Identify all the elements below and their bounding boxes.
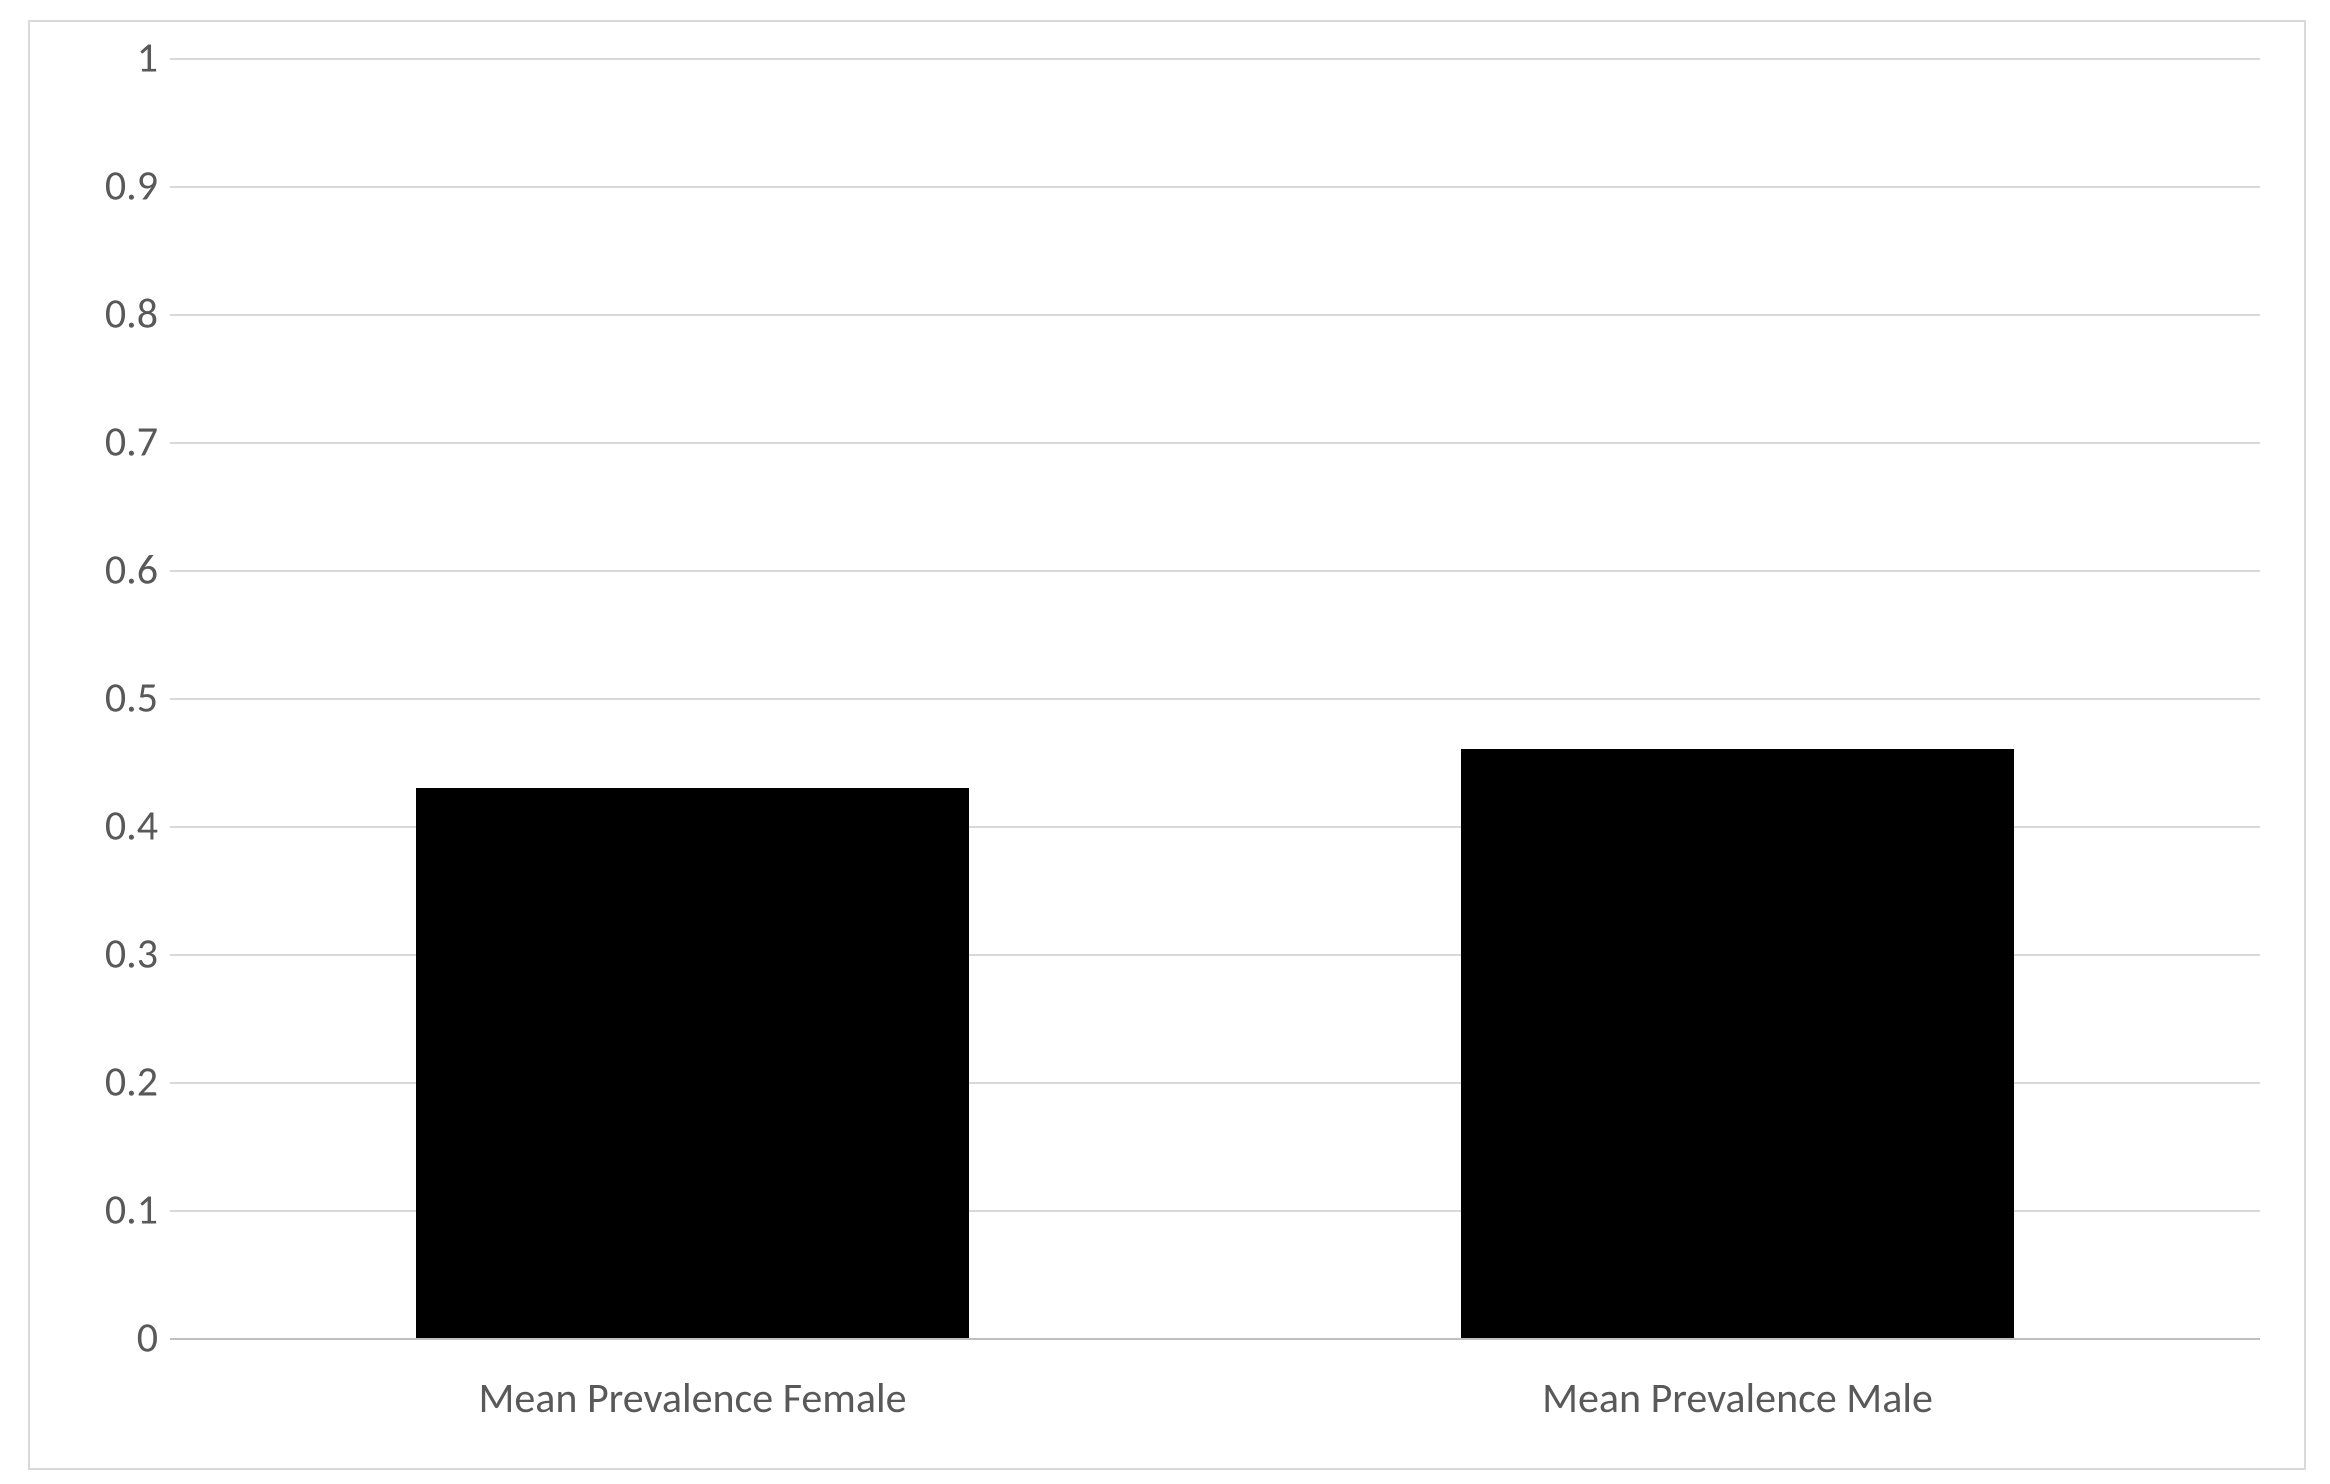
y-tick-label: 0.9 <box>0 161 158 212</box>
gridline <box>170 58 2260 60</box>
y-tick-label: 0.7 <box>0 417 158 468</box>
gridline <box>170 186 2260 188</box>
plot-area <box>170 58 2260 1338</box>
y-tick-label: 0.2 <box>0 1057 158 1108</box>
y-tick-label: 0.1 <box>0 1185 158 1236</box>
x-category-label: Mean Prevalence Male <box>1215 1373 2260 1424</box>
y-tick-label: 1 <box>0 33 158 84</box>
x-axis-baseline <box>170 1338 2260 1340</box>
y-tick-label: 0.8 <box>0 289 158 340</box>
bar <box>416 788 970 1338</box>
y-tick-label: 0 <box>0 1313 158 1364</box>
gridline <box>170 698 2260 700</box>
y-tick-label: 0.5 <box>0 673 158 724</box>
y-tick-label: 0.6 <box>0 545 158 596</box>
gridline <box>170 314 2260 316</box>
gridline <box>170 442 2260 444</box>
gridline <box>170 570 2260 572</box>
bar <box>1461 749 2015 1338</box>
y-tick-label: 0.4 <box>0 801 158 852</box>
y-tick-label: 0.3 <box>0 929 158 980</box>
x-category-label: Mean Prevalence Female <box>170 1373 1215 1424</box>
